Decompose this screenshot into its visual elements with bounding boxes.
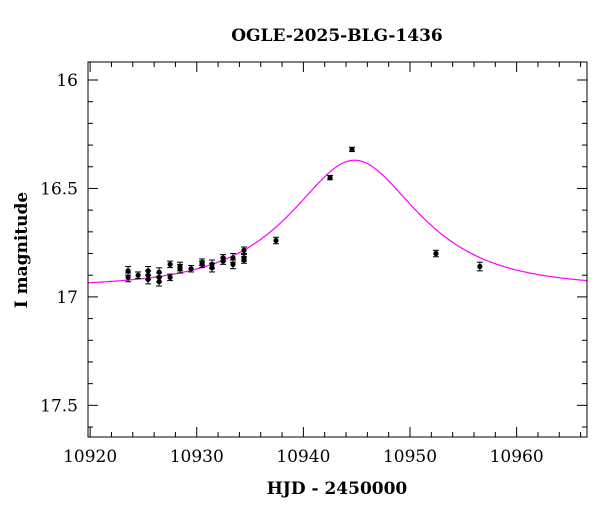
- y-tick-label: 16.5: [40, 179, 78, 199]
- data-marker: [177, 266, 183, 272]
- data-point: [240, 246, 247, 255]
- data-marker: [230, 261, 236, 267]
- x-tick-label: 10940: [276, 447, 330, 467]
- data-marker: [241, 247, 247, 253]
- data-point: [167, 273, 174, 282]
- data-marker: [145, 276, 151, 283]
- data-point: [230, 259, 237, 270]
- data-marker: [477, 263, 483, 270]
- data-point: [209, 262, 216, 273]
- y-tick-label: 16: [56, 71, 78, 91]
- data-marker: [167, 261, 173, 267]
- data-point: [220, 257, 227, 265]
- x-tick-labels: 10920 10930 10940 10950 10960: [63, 447, 544, 467]
- data-point: [167, 260, 174, 269]
- data-marker: [135, 272, 141, 278]
- y-tick-labels: 16 16.5 17 17.5: [40, 71, 78, 416]
- data-marker: [433, 250, 439, 257]
- x-tick-label: 10930: [170, 447, 224, 467]
- data-marker: [188, 266, 194, 272]
- data-point: [188, 264, 195, 273]
- data-point: [135, 271, 142, 279]
- data-marker: [230, 255, 236, 261]
- x-tick-label: 10960: [490, 447, 544, 467]
- data-marker: [349, 146, 355, 153]
- data-point: [240, 256, 247, 264]
- data-marker: [167, 274, 173, 280]
- data-marker: [273, 237, 279, 244]
- x-axis-label: HJD - 2450000: [267, 479, 408, 499]
- data-marker: [199, 261, 205, 267]
- data-points: [125, 146, 483, 287]
- x-tick-label: 10920: [63, 447, 117, 467]
- data-point: [156, 276, 163, 287]
- y-tick-label: 17.5: [40, 396, 78, 416]
- data-marker: [209, 265, 215, 271]
- data-point: [177, 263, 184, 274]
- data-marker: [241, 257, 247, 263]
- data-point: [199, 260, 206, 269]
- data-point: [272, 236, 279, 245]
- data-point: [327, 174, 334, 181]
- x-tick-label: 10950: [383, 447, 437, 467]
- axis-ticks: [88, 62, 587, 437]
- data-point: [145, 274, 152, 285]
- data-marker: [156, 279, 162, 285]
- data-marker: [125, 274, 131, 280]
- data-marker: [220, 258, 226, 264]
- chart-title: OGLE-2025-BLG-1436: [231, 26, 443, 46]
- model-curve: [88, 159, 588, 284]
- data-marker: [125, 268, 131, 274]
- data-point: [432, 249, 439, 258]
- y-axis-label: I magnitude: [12, 192, 32, 309]
- plot-frame: [87, 61, 588, 438]
- data-point: [476, 261, 483, 272]
- y-tick-label: 17: [56, 288, 78, 308]
- data-point: [125, 272, 132, 283]
- data-marker: [327, 175, 333, 181]
- data-point: [349, 146, 356, 153]
